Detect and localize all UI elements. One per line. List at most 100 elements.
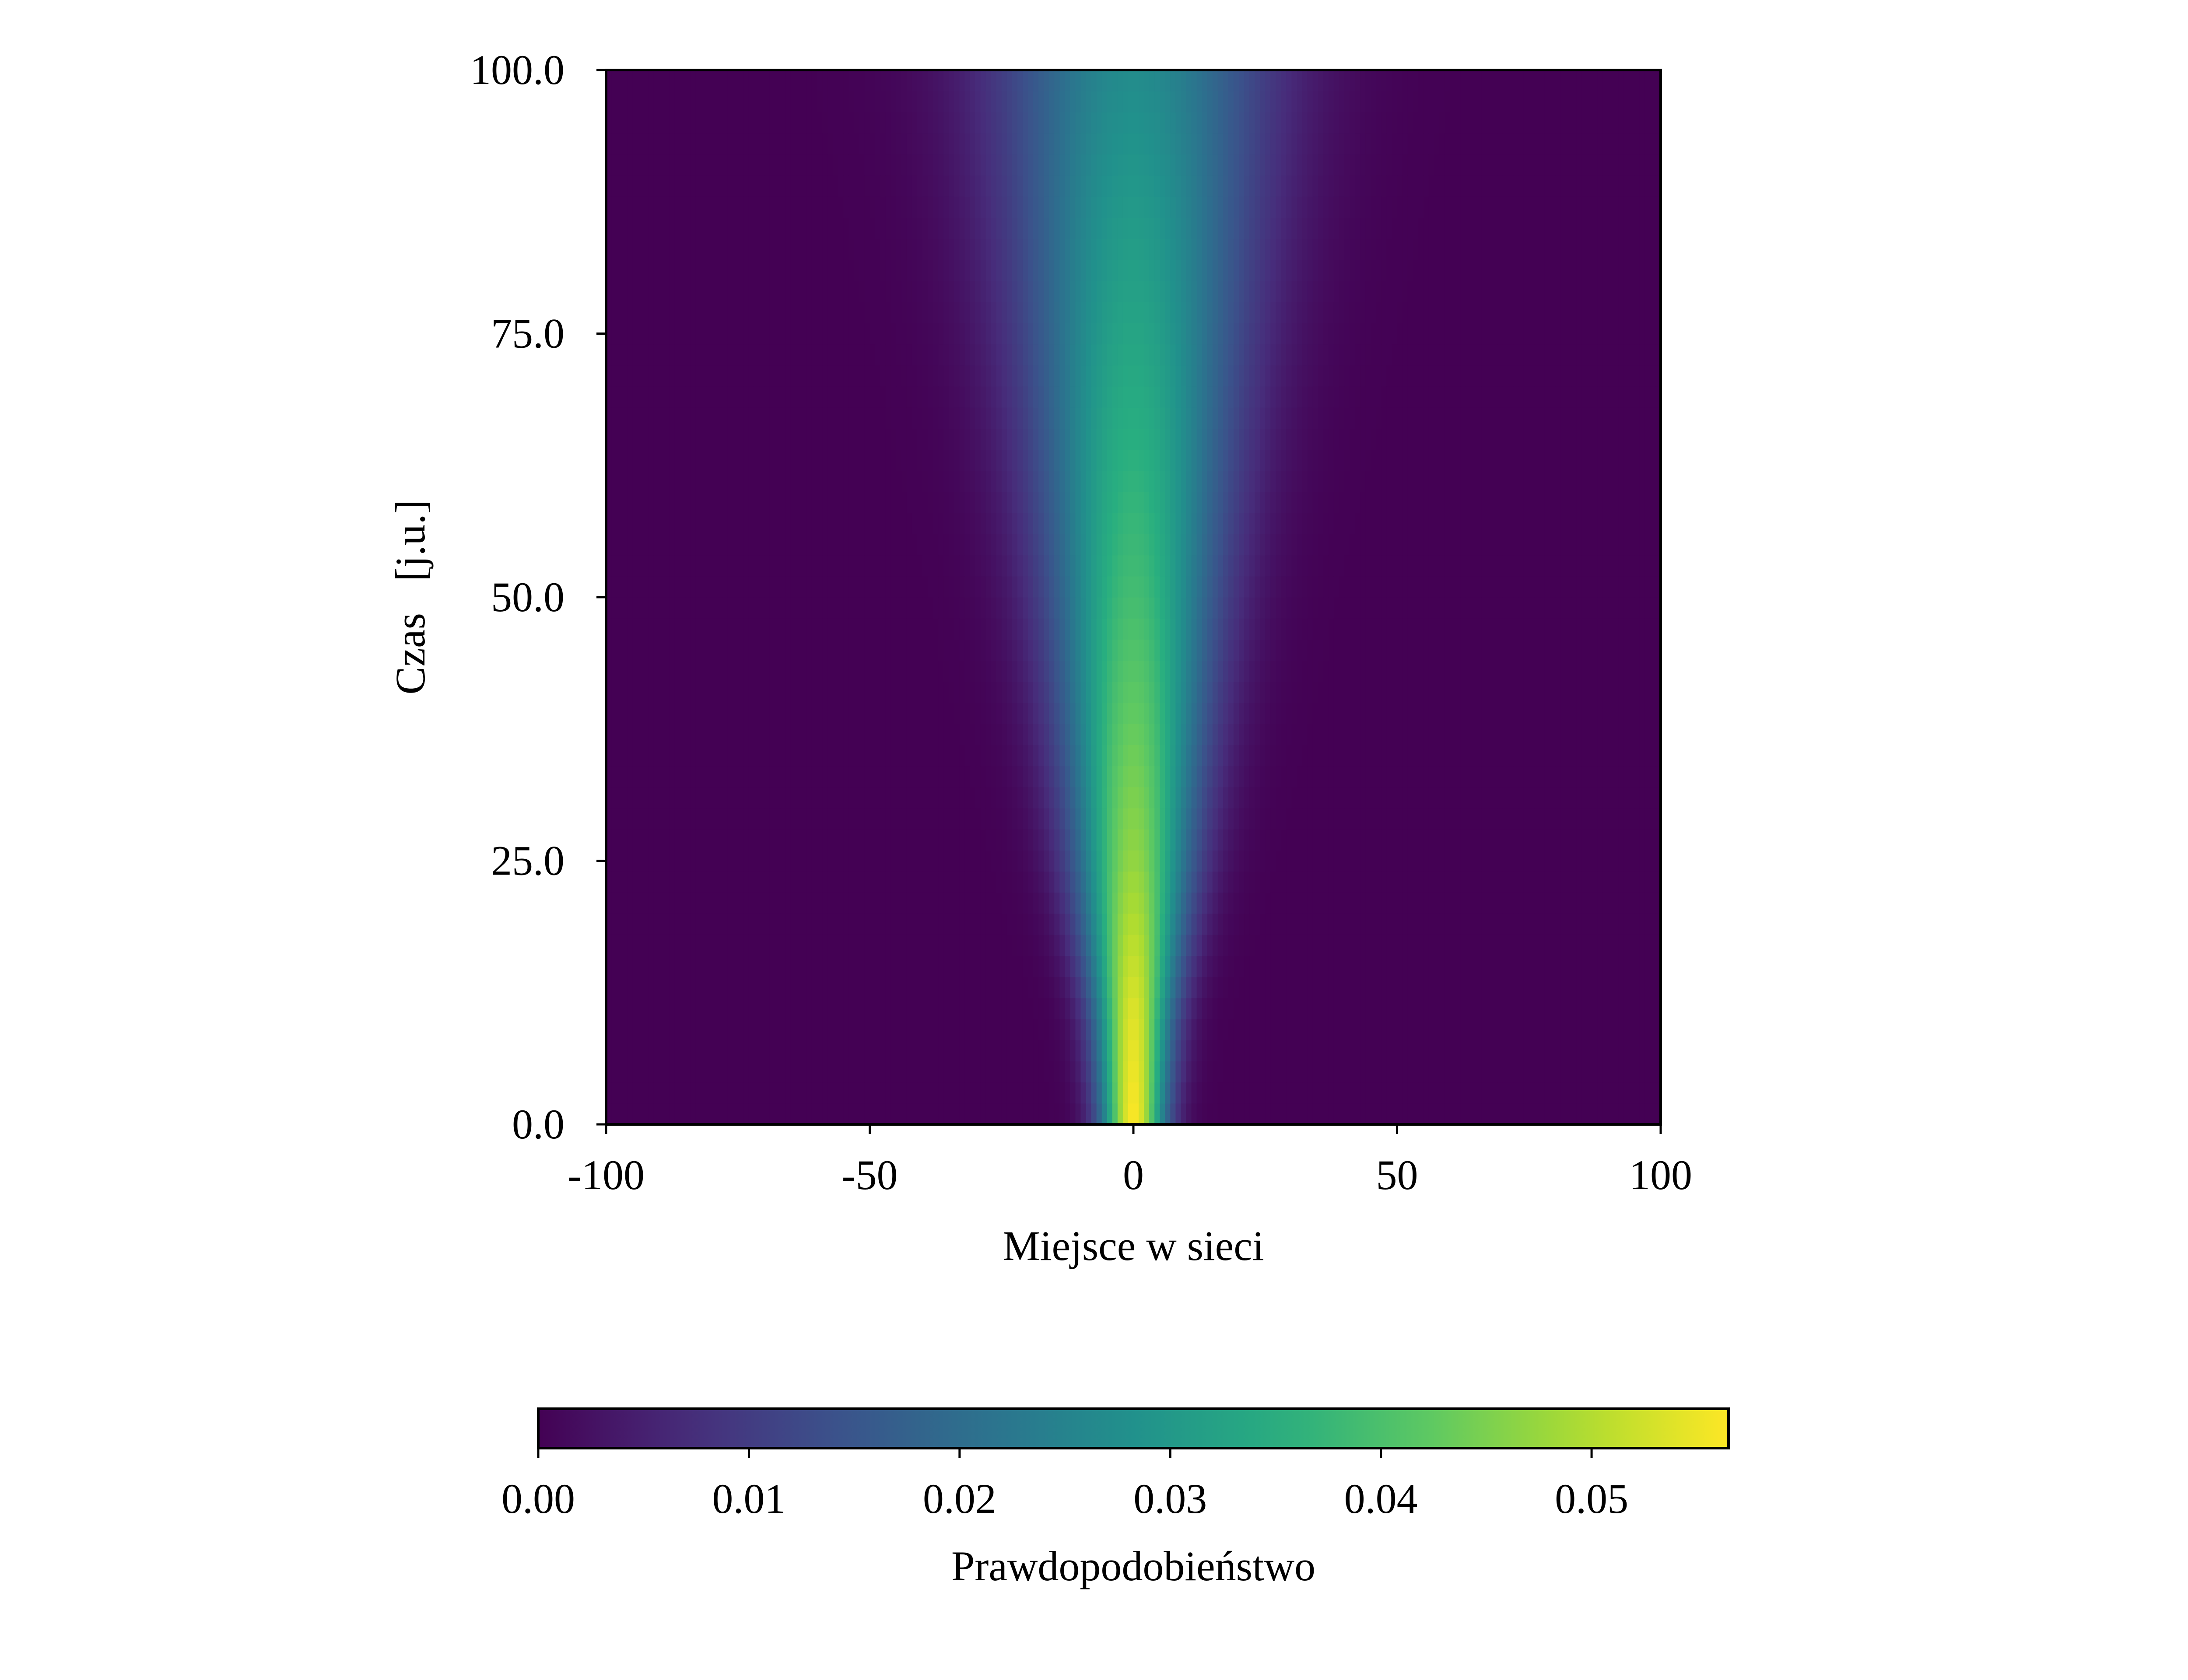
heatmap-cell xyxy=(849,681,854,703)
heatmap-cell xyxy=(622,787,628,808)
heatmap-cell xyxy=(864,976,870,998)
heatmap-cell xyxy=(822,998,828,1019)
heatmap-cell xyxy=(1117,1061,1123,1083)
heatmap-cell xyxy=(985,956,992,977)
heatmap-cell xyxy=(643,745,649,766)
heatmap-cell xyxy=(1339,871,1345,893)
heatmap-cell xyxy=(838,1061,844,1083)
heatmap-cell xyxy=(1423,724,1429,745)
heatmap-cell xyxy=(1450,956,1455,977)
heatmap-cell xyxy=(1376,850,1382,872)
heatmap-cell xyxy=(674,766,680,788)
heatmap-cell xyxy=(638,597,643,619)
heatmap-cell xyxy=(1497,660,1503,682)
heatmap-cell xyxy=(1402,850,1408,872)
heatmap-cell xyxy=(1318,724,1324,745)
heatmap-cell xyxy=(1181,934,1187,956)
heatmap-cell xyxy=(1339,1061,1345,1083)
heatmap-cell xyxy=(828,703,833,724)
heatmap-cell xyxy=(1260,681,1266,703)
heatmap-cell xyxy=(1117,618,1123,640)
heatmap-cell xyxy=(885,934,891,956)
heatmap-cell xyxy=(1576,934,1582,956)
heatmap-cell xyxy=(938,724,944,745)
heatmap-cell xyxy=(1450,850,1455,872)
heatmap-cell xyxy=(1302,829,1308,850)
heatmap-cell xyxy=(1513,681,1519,703)
heatmap-cell xyxy=(1365,724,1371,745)
heatmap-cell xyxy=(722,808,728,830)
heatmap-cell xyxy=(1381,681,1387,703)
heatmap-cell xyxy=(991,639,997,661)
heatmap-cell xyxy=(664,808,670,830)
heatmap-cell xyxy=(1608,998,1614,1019)
heatmap-cell xyxy=(1001,660,1007,682)
heatmap-cell xyxy=(611,829,617,850)
heatmap-cell xyxy=(991,724,997,745)
heatmap-cell xyxy=(1571,808,1577,830)
heatmap-cell xyxy=(1455,745,1461,766)
heatmap-cell xyxy=(928,1040,933,1061)
heatmap-cell xyxy=(1196,703,1203,724)
heatmap-cell xyxy=(1471,829,1476,850)
heatmap-cell xyxy=(1566,829,1571,850)
heatmap-cell xyxy=(1344,597,1350,619)
heatmap-cell xyxy=(754,703,760,724)
heatmap-cell xyxy=(896,1061,902,1083)
heatmap-cell xyxy=(891,724,897,745)
heatmap-cell xyxy=(1270,956,1276,977)
heatmap-cell xyxy=(1260,1040,1266,1061)
heatmap-cell xyxy=(1439,808,1445,830)
heatmap-cell xyxy=(1186,597,1192,619)
heatmap-cell xyxy=(606,829,612,850)
heatmap-cell xyxy=(796,1040,802,1061)
heatmap-cell xyxy=(1344,1082,1350,1104)
heatmap-cell xyxy=(801,808,807,830)
heatmap-cell xyxy=(1133,976,1139,998)
heatmap-cell xyxy=(870,787,876,808)
heatmap-cell xyxy=(922,1082,928,1104)
heatmap-cell xyxy=(1065,829,1070,850)
heatmap-cell xyxy=(1139,1082,1144,1104)
heatmap-cell xyxy=(922,850,928,872)
heatmap-cell xyxy=(1001,597,1007,619)
heatmap-cell xyxy=(1228,660,1234,682)
heatmap-cell xyxy=(648,703,654,724)
heatmap-cell xyxy=(1065,914,1070,935)
heatmap-cell xyxy=(1513,703,1519,724)
heatmap-cell xyxy=(1623,660,1630,682)
heatmap-cell xyxy=(606,914,612,935)
heatmap-cell xyxy=(1286,724,1292,745)
heatmap-cell xyxy=(1054,660,1060,682)
heatmap-cell xyxy=(870,892,876,914)
heatmap-cell xyxy=(1523,787,1529,808)
heatmap-cell xyxy=(1054,892,1060,914)
heatmap-cell xyxy=(896,1103,902,1125)
heatmap-cell xyxy=(780,1061,786,1083)
heatmap-cell xyxy=(1249,934,1255,956)
heatmap-cell xyxy=(838,808,844,830)
heatmap-cell xyxy=(901,766,907,788)
heatmap-cell xyxy=(1075,1040,1081,1061)
heatmap-cell xyxy=(875,1019,881,1040)
heatmap-cell xyxy=(1618,724,1624,745)
heatmap-cell xyxy=(617,787,622,808)
heatmap-cell xyxy=(870,618,876,640)
heatmap-cell xyxy=(1086,871,1092,893)
heatmap-cell xyxy=(664,934,670,956)
heatmap-cell xyxy=(1291,787,1297,808)
heatmap-cell xyxy=(1318,850,1324,872)
heatmap-cell xyxy=(949,639,954,661)
heatmap-cell xyxy=(1122,745,1129,766)
heatmap-cell xyxy=(1217,998,1224,1019)
heatmap-cell xyxy=(1001,914,1007,935)
heatmap-cell xyxy=(1618,766,1624,788)
heatmap-cell xyxy=(854,871,859,893)
heatmap-cell xyxy=(754,1019,760,1040)
heatmap-cell xyxy=(1333,1019,1339,1040)
heatmap-cell xyxy=(1450,934,1455,956)
heatmap-cell xyxy=(1571,787,1577,808)
heatmap-cell xyxy=(849,745,854,766)
heatmap-cell xyxy=(985,892,992,914)
heatmap-cell xyxy=(828,1103,833,1125)
